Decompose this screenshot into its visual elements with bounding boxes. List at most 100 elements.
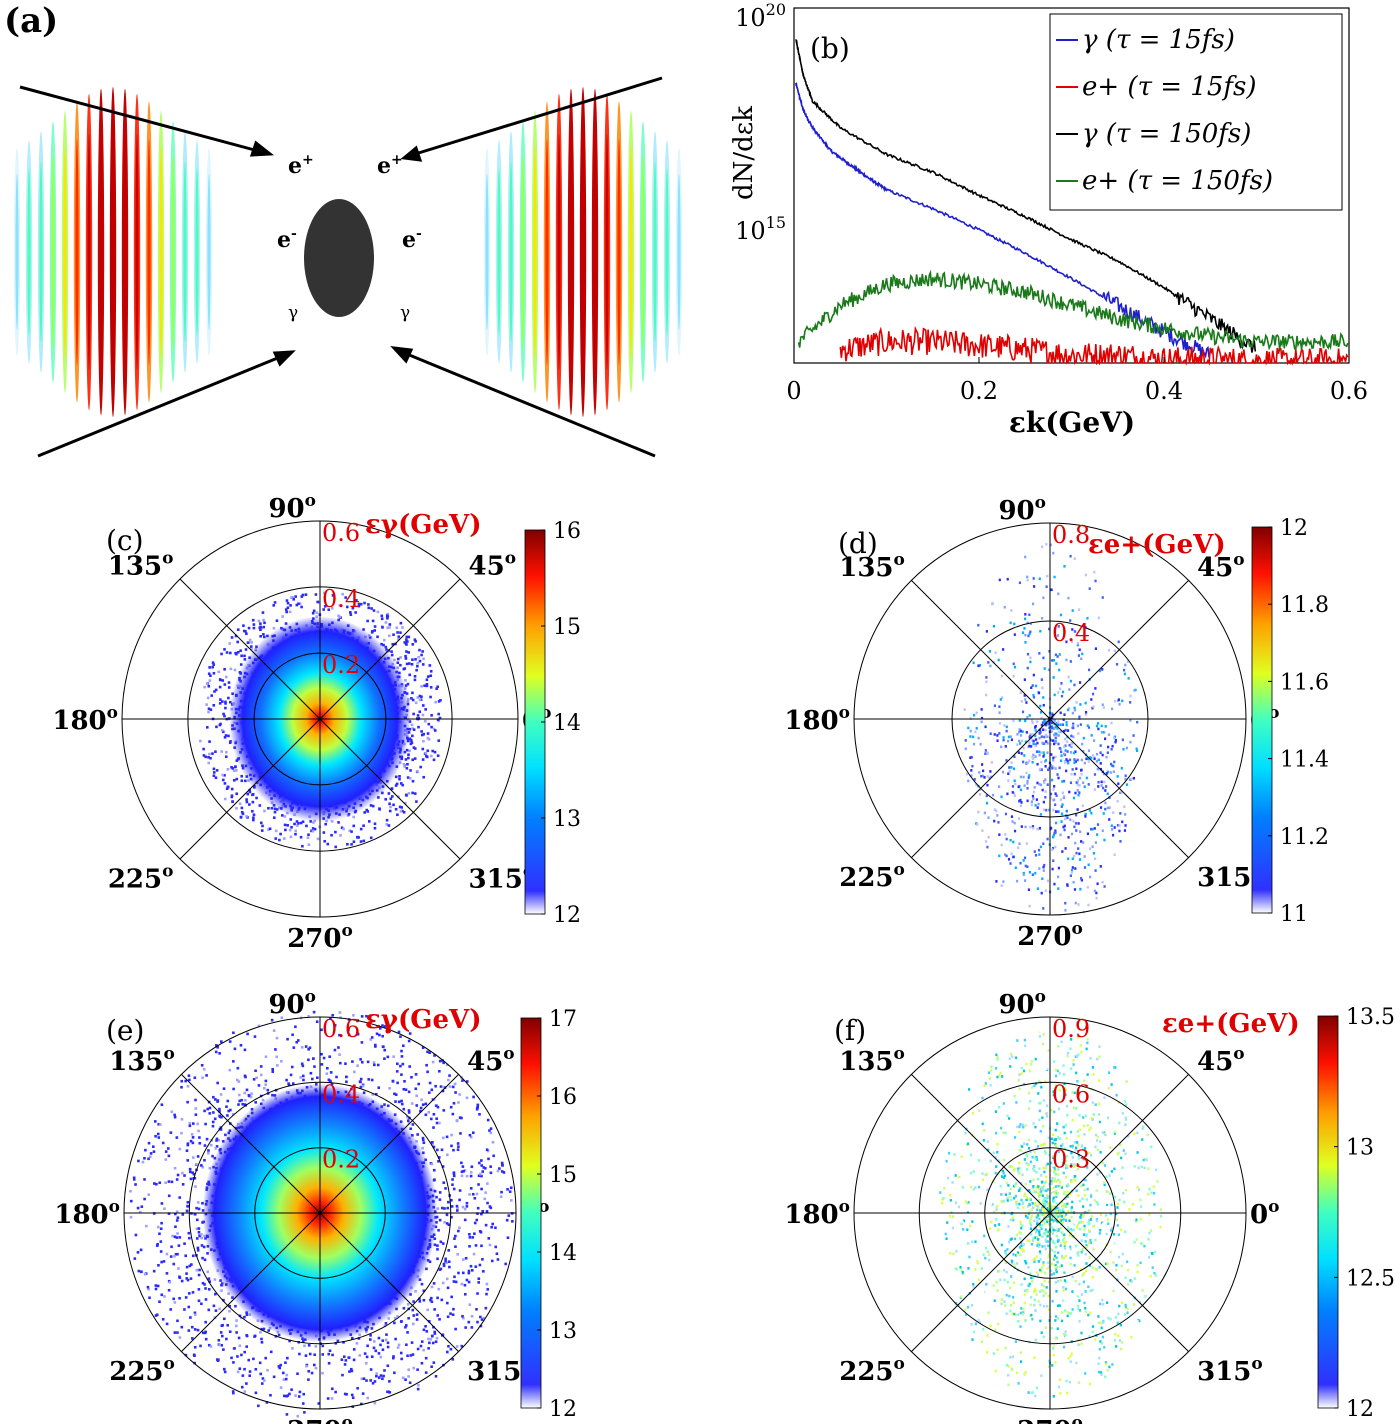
data-point <box>1068 707 1071 710</box>
data-point <box>430 714 433 717</box>
data-point <box>434 1340 438 1344</box>
data-point <box>261 824 264 828</box>
data-point <box>469 1264 473 1268</box>
data-point <box>205 682 209 685</box>
data-point <box>1036 762 1039 766</box>
laser-fringe-core <box>653 161 657 343</box>
data-point <box>1103 838 1106 842</box>
data-point <box>1058 653 1061 656</box>
data-point <box>366 1396 370 1400</box>
data-point <box>258 1361 262 1365</box>
data-point <box>301 1064 305 1068</box>
data-point <box>507 1214 511 1217</box>
data-point <box>218 1115 222 1119</box>
data-point <box>388 809 392 813</box>
data-point <box>450 1133 453 1137</box>
data-point <box>1038 753 1041 757</box>
data-point <box>972 661 975 665</box>
data-point <box>214 1309 218 1312</box>
data-point <box>475 1192 479 1196</box>
data-point <box>1113 699 1117 703</box>
data-point <box>1012 674 1015 678</box>
data-point <box>1060 805 1063 808</box>
data-point <box>155 1182 158 1186</box>
data-point <box>313 1065 316 1068</box>
data-point <box>1013 821 1016 825</box>
data-point <box>1043 863 1046 867</box>
data-point <box>1053 784 1056 788</box>
data-point <box>411 758 414 762</box>
data-point <box>194 1107 198 1110</box>
data-point <box>1073 557 1076 560</box>
data-point <box>1044 889 1047 892</box>
data-point <box>1070 745 1073 749</box>
data-point <box>949 1199 952 1202</box>
data-point <box>1088 809 1092 812</box>
data-point <box>194 1113 198 1116</box>
data-point <box>403 667 407 670</box>
data-point <box>476 1206 480 1210</box>
data-point <box>1077 822 1080 825</box>
data-point <box>1089 1193 1093 1197</box>
data-point <box>415 1313 419 1316</box>
data-point <box>206 1107 210 1111</box>
data-point <box>371 1093 375 1096</box>
data-point <box>462 1258 465 1261</box>
data-point <box>1021 710 1025 714</box>
data-point <box>980 720 983 724</box>
data-point <box>359 602 363 606</box>
data-point <box>261 1377 265 1380</box>
data-point <box>264 1079 268 1083</box>
data-point <box>1011 785 1015 788</box>
data-point <box>222 1348 225 1351</box>
angle-label-180o: 180o <box>52 703 118 736</box>
data-point <box>386 1364 390 1368</box>
data-point <box>223 797 227 801</box>
data-point <box>144 1148 147 1152</box>
data-point <box>1069 619 1072 622</box>
data-point <box>1039 1303 1042 1307</box>
data-point <box>312 1363 316 1367</box>
data-point <box>1065 809 1068 813</box>
data-point <box>1085 757 1088 761</box>
data-point <box>206 1270 209 1274</box>
data-point <box>225 750 228 754</box>
data-point <box>394 1093 398 1096</box>
data-point <box>1044 722 1047 726</box>
data-point <box>1064 744 1067 748</box>
data-point <box>274 837 278 840</box>
data-point <box>992 1352 995 1355</box>
data-point <box>243 1091 247 1095</box>
colorbar-tick-label: 17 <box>549 1007 577 1032</box>
data-point <box>243 1350 246 1354</box>
data-point <box>331 1353 334 1357</box>
data-point <box>971 764 974 768</box>
data-point <box>291 1033 294 1037</box>
data-point <box>465 1278 469 1282</box>
data-point <box>1026 799 1029 803</box>
data-point <box>1042 907 1045 910</box>
data-point <box>1032 577 1035 580</box>
data-point <box>1035 798 1039 801</box>
data-point <box>220 728 224 732</box>
data-point <box>215 1139 218 1142</box>
data-point <box>342 827 345 831</box>
data-point <box>1056 1069 1059 1073</box>
data-point <box>259 635 262 638</box>
data-point <box>406 1119 410 1123</box>
data-point <box>303 1344 306 1348</box>
data-point <box>436 685 439 689</box>
data-point <box>350 1336 354 1340</box>
data-point <box>397 637 400 641</box>
data-point <box>1079 1154 1083 1158</box>
data-point <box>159 1123 162 1126</box>
data-point <box>1133 689 1136 692</box>
data-point <box>1003 724 1006 727</box>
data-point <box>1133 1277 1136 1280</box>
data-point <box>421 758 425 761</box>
polar-spoke <box>179 578 461 860</box>
data-point <box>219 698 222 701</box>
data-point <box>244 1098 247 1102</box>
data-point <box>1086 885 1089 889</box>
data-point <box>1023 784 1026 788</box>
